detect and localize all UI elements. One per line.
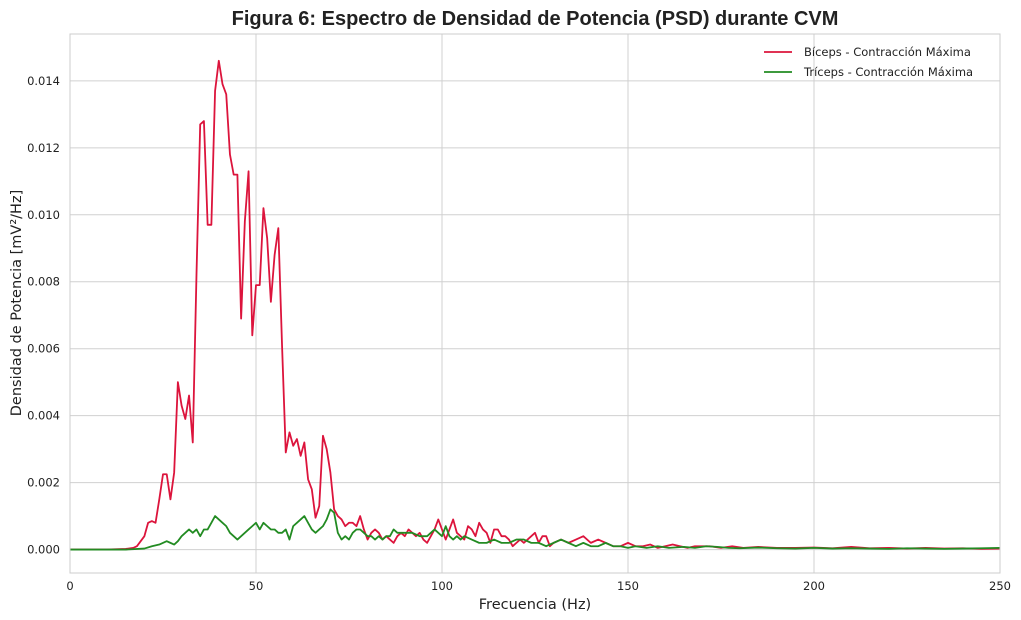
legend: Bíceps - Contracción Máxima Tríceps - Con… [764,45,973,79]
y-tick-label: 0.014 [27,74,60,88]
series-lines [70,59,1001,551]
chart-title: Figura 6: Espectro de Densidad de Potenc… [232,8,839,30]
x-tick-label: 150 [617,579,639,593]
legend-label-1: Tríceps - Contracción Máxima [803,65,973,79]
y-tick-label: 0.000 [27,543,60,557]
plot-frame [69,33,1001,574]
y-axis-label: Densidad de Potencia [mV²/Hz] [9,190,25,416]
y-tick-label: 0.004 [27,409,60,423]
y-tick-label: 0.008 [27,275,60,289]
y-tick-label: 0.002 [27,476,60,490]
x-axis-label: Frecuencia (Hz) [479,597,591,613]
tick-labels: 0 50 100 150 200 250 0.000 0.002 0.004 0.006 0.008… [27,74,1011,593]
series-line-1 [70,508,1001,551]
y-tick-label: 0.006 [27,342,60,356]
series-line-0 [70,59,1001,551]
x-tick-label: 250 [989,579,1011,593]
legend-label-0: Bíceps - Contracción Máxima [804,45,971,59]
x-tick-label: 0 [66,579,73,593]
x-tick-label: 200 [803,579,825,593]
x-tick-label: 100 [431,579,453,593]
x-tick-label: 50 [249,579,264,593]
y-tick-label: 0.012 [27,141,60,155]
y-tick-label: 0.010 [27,208,60,222]
